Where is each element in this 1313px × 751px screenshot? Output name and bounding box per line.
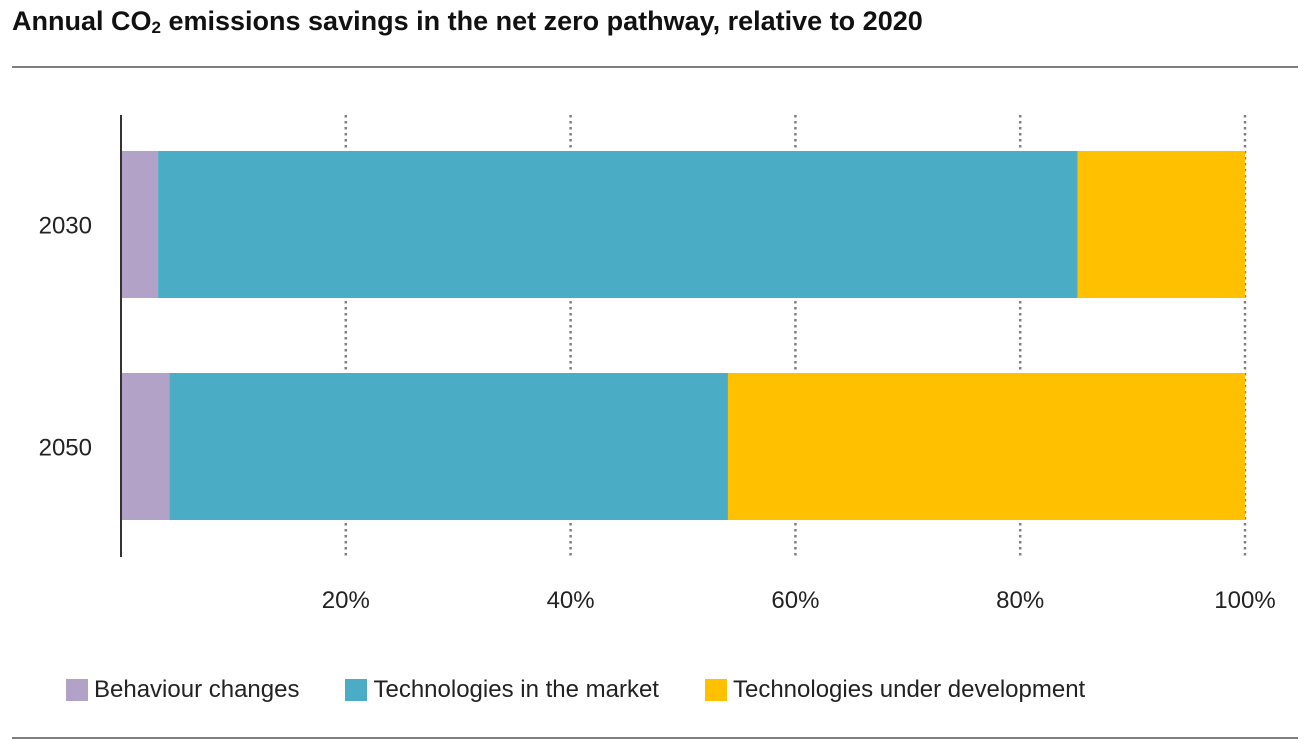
bar-segment (1077, 151, 1245, 298)
legend-item: Technologies in the market (345, 676, 659, 704)
legend-label: Behaviour changes (94, 676, 300, 703)
title-text: Annual CO (12, 6, 152, 36)
bar-segment (169, 373, 728, 520)
title-subscript: 2 (151, 18, 161, 37)
legend-swatch (66, 679, 88, 701)
x-tick-label: 20% (322, 587, 370, 614)
legend-label: Technologies in the market (373, 676, 659, 703)
y-category-label: 2030 (39, 213, 92, 240)
bottom-divider (12, 737, 1298, 739)
legend-item: Behaviour changes (66, 676, 299, 704)
top-divider (12, 66, 1298, 68)
legend: Behaviour changes Technologies in the mar… (66, 676, 1131, 704)
bar-segment (158, 151, 1078, 298)
bar-segment (121, 373, 170, 520)
x-tick-label: 100% (1214, 587, 1275, 614)
x-tick-label: 60% (771, 587, 819, 614)
chart-title: Annual CO2 emissions savings in the net … (12, 6, 923, 38)
x-tick-label: 40% (547, 587, 595, 614)
legend-swatch (704, 679, 727, 701)
legend-label: Technologies under development (732, 676, 1086, 703)
bar-segment (121, 151, 159, 298)
title-text-rest: emissions savings in the net zero pathwa… (160, 6, 923, 36)
x-tick-label: 80% (996, 587, 1044, 614)
legend-swatch (345, 679, 368, 701)
y-category-label: 2050 (39, 435, 92, 462)
bar-segment (727, 373, 1245, 520)
legend-item: Technologies under development (704, 676, 1086, 704)
